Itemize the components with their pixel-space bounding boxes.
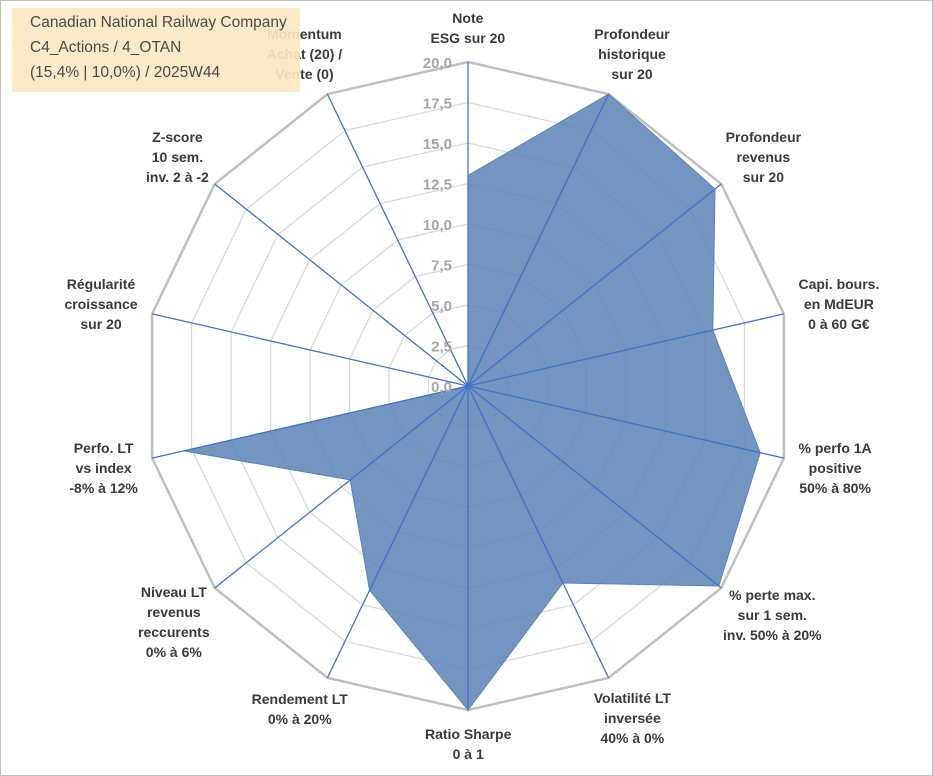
tick-label: 10,0 (423, 217, 452, 234)
axis-label: Profondeur revenus sur 20 (726, 127, 801, 187)
axis-label-line: positive (808, 459, 862, 476)
axis-spoke (214, 183, 469, 387)
axis-label-line: 0% à 20% (267, 710, 332, 727)
axis-label-line: Perfo. LT (73, 439, 134, 456)
axis-spoke (467, 385, 722, 589)
axis-label-line: inv. 50% à 20% (723, 627, 822, 644)
tick-label: 7,5 (431, 258, 452, 275)
axis-spoke (467, 313, 785, 387)
axis-label-line: 0% à 6% (145, 643, 202, 660)
portfolio-category: C4_Actions / 4_OTAN (30, 39, 182, 56)
axis-spoke (326, 385, 469, 679)
axis-label-line: % perfo 1A (798, 439, 872, 456)
axis-spoke (214, 385, 469, 589)
tick-label: 20,0 (423, 55, 452, 72)
axis-label-line: Niveau LT (140, 583, 207, 600)
axis-label-line: 0 à 60 G€ (808, 316, 870, 333)
axis-label-line: revenus (736, 148, 791, 165)
axis-label: Note ESG sur 20 (431, 8, 506, 48)
tick-label-layer: 0,0 2,5 5,0 7,5 10,0 12,5 15,0 17,5 20,0 (423, 55, 452, 396)
axis-label-line: sur 20 (742, 168, 784, 185)
axis-label: Rendement LT 0% à 20% (252, 689, 348, 729)
axis-label-line: 10 sem. (151, 148, 204, 165)
axis-label-line: Régularité (66, 276, 136, 293)
axis-label: Profondeur historique sur 20 (594, 24, 669, 84)
axis-label: Niveau LT revenus reccurents 0% à 6% (138, 582, 210, 662)
axis-label-line: 0 à 1 (452, 746, 484, 762)
axis-label: % perfo 1A positive 50% à 80% (799, 438, 872, 498)
axis-label-line: revenus (146, 603, 201, 620)
axis-label: Volatilité LT inversée 40% à 0% (594, 688, 671, 748)
axis-spoke (467, 385, 785, 459)
tick-label: 0,0 (431, 379, 452, 396)
axis-spoke (467, 183, 722, 387)
tick-label: 15,0 (423, 136, 452, 153)
axis-spoke (467, 385, 610, 679)
axis-label-line: Z-score (152, 128, 203, 145)
spoke-layer (151, 62, 785, 710)
axis-spoke (326, 93, 469, 387)
tick-label: 5,0 (431, 298, 452, 315)
axis-label-line: sur 20 (611, 66, 653, 83)
axis-label-line: 50% à 80% (799, 479, 871, 496)
title-box: Canadian National Railway Company C4_Act… (12, 8, 300, 92)
axis-spoke (151, 385, 469, 459)
tick-label: 12,5 (423, 177, 452, 194)
tick-label: 2,5 (431, 339, 452, 356)
axis-label: Z-score 10 sem. inv. 2 à -2 (146, 127, 209, 187)
axis-label-line: Rendement LT (251, 690, 348, 707)
company-name: Canadian National Railway Company (30, 14, 287, 31)
axis-label-line: reccurents (138, 623, 210, 640)
axis-spoke (467, 93, 610, 387)
axis-label-line: historique (598, 46, 666, 63)
axis-spoke (151, 313, 469, 387)
axis-label: % perte max. sur 1 sem. inv. 50% à 20% (723, 585, 822, 645)
axis-label: Ratio Sharpe 0 à 1 (425, 724, 511, 764)
axis-label-line: inversée (603, 709, 661, 726)
axis-label-line: vs index (75, 459, 132, 476)
axis-label-line: Ratio Sharpe (425, 726, 512, 742)
axis-label-line: Note (452, 10, 484, 26)
axis-label-line: % perte max. (729, 587, 816, 604)
axis-label: Perfo. LT vs index -8% à 12% (69, 438, 137, 498)
axis-label-line: Capi. bours. (798, 276, 880, 293)
axis-label-line: en MdEUR (803, 296, 874, 313)
axis-label-line: ESG sur 20 (430, 30, 506, 46)
axis-label-line: 40% à 0% (600, 729, 665, 746)
axis-label: Capi. bours. en MdEUR 0 à 60 G€ (798, 274, 879, 334)
axis-label-line: croissance (64, 296, 138, 313)
axis-label-line: Profondeur (725, 128, 802, 145)
axis-label-line: sur 1 sem. (737, 607, 807, 624)
performance-week: (15,4% | 10,0%) / 2025W44 (30, 64, 221, 81)
axis-label-line: -8% à 12% (69, 479, 138, 496)
axis-label-line: inv. 2 à -2 (146, 168, 209, 185)
tick-label: 17,5 (423, 96, 452, 113)
axis-label: Régularité croissance sur 20 (64, 274, 137, 334)
axis-label-line: sur 20 (80, 316, 122, 333)
axis-label-line: Volatilité LT (593, 689, 671, 706)
axis-label-line: Profondeur (594, 26, 670, 43)
